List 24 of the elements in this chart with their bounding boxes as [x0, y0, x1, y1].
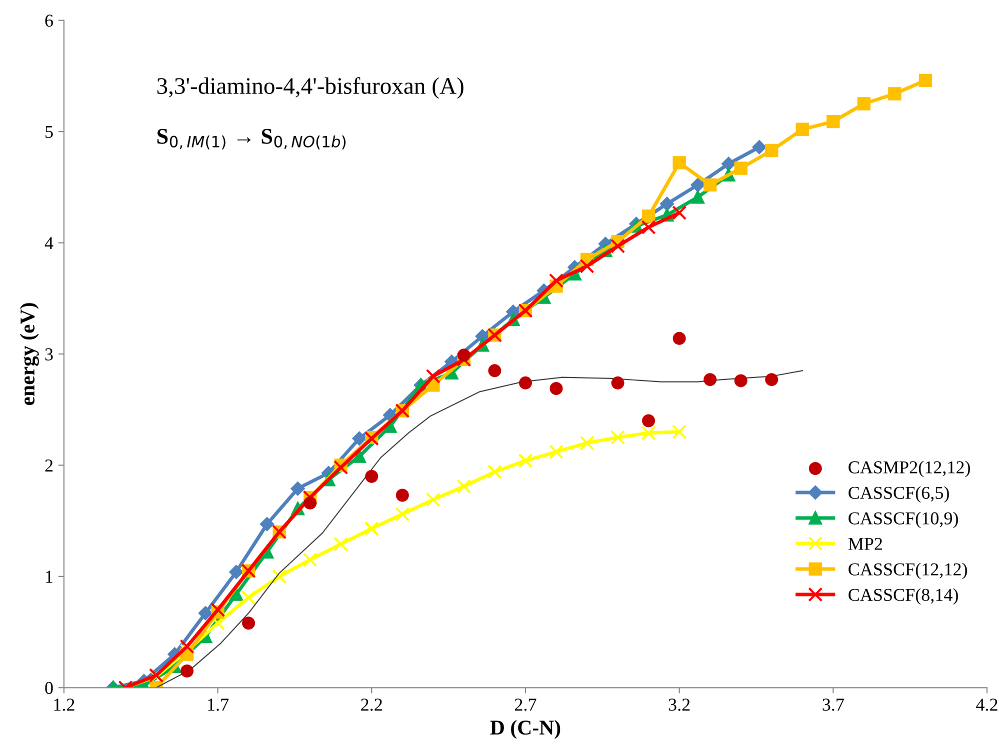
x-tick-label: 3.2 [668, 698, 690, 711]
x-tick-label: 2.2 [361, 698, 382, 711]
x-tick-label: 1.2 [54, 698, 74, 711]
annotation: 3,3'-diamino-4,4'-bisfuroxan (A) [157, 77, 464, 99]
legend-label: CASSCF(6,5) [848, 486, 949, 503]
annotation: S$_{0,IM(1)}$ → S$_{0,NO(1b)}$ [157, 128, 346, 150]
y-tick-label: 5 [46, 126, 53, 138]
y-tick-label: 4 [44, 237, 54, 250]
y-tick-label: 3 [45, 348, 53, 360]
x-tick-label: 2.7 [514, 698, 536, 711]
y-tick-label: 0 [45, 682, 53, 694]
legend-label: CASSCF(8,14) [848, 588, 958, 605]
y-axis-title: energy (eV) [20, 303, 39, 406]
y-tick-label: 6 [45, 14, 53, 27]
x-tick-label: 1.7 [208, 698, 229, 711]
x-tick-label: 3.7 [822, 698, 844, 711]
legend-label: CASSCF(10,9) [848, 512, 958, 528]
x-tick-label: 4.2 [976, 698, 998, 711]
legend-label: MP2 [848, 538, 882, 550]
legend-label: CASSCF(12,12) [848, 562, 967, 580]
legend-label: CASMP2(12,12) [848, 460, 970, 478]
x-axis-title: D (C-N) [490, 720, 560, 739]
y-tick-label: 1 [46, 570, 52, 583]
y-tick-label: 2 [45, 460, 53, 472]
